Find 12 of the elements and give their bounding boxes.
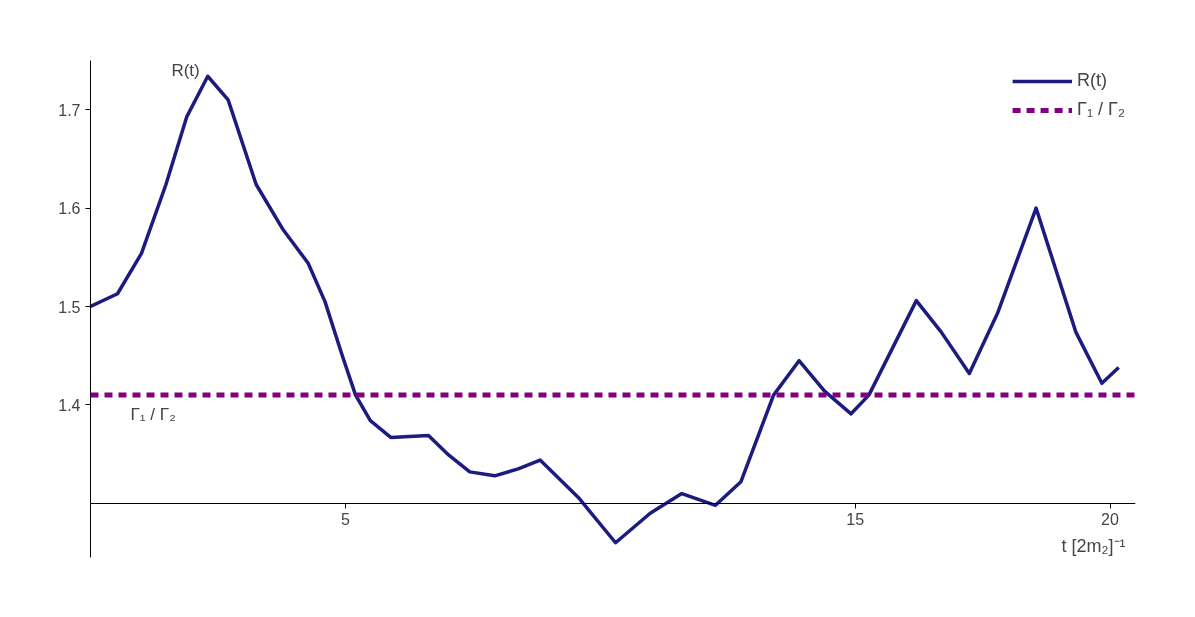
x-tick-label: 15 [846, 511, 865, 529]
y-tick-label: 1.6 [58, 200, 81, 218]
legend-label: Γ₁ / Γ₂ [1077, 99, 1125, 120]
x-tick-label: 5 [340, 511, 350, 529]
x-tick-label: 20 [1101, 511, 1120, 529]
y-tick-label: 1.7 [58, 101, 81, 119]
legend-label: R(t) [1077, 70, 1108, 91]
y-tick-label: 1.5 [58, 298, 81, 316]
annotation: Γ₁ / Γ₂ [130, 405, 176, 425]
y-tick-label: 1.4 [58, 396, 81, 414]
x-axis-title: t [2m₂]⁻¹ [1061, 535, 1126, 556]
annotation: R(t) [171, 61, 200, 81]
